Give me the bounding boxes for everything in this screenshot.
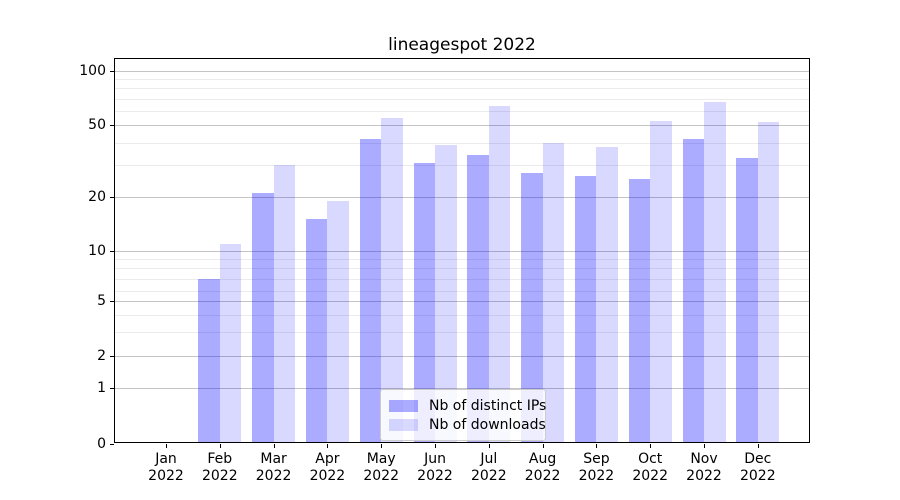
bar-downloads [650,120,672,444]
x-tick-label: Jun 2022 [417,450,453,484]
y-gridline-minor [114,331,810,333]
bar-distinct-ips [198,278,220,444]
x-tick-mark [219,443,221,448]
bar-distinct-ips [467,155,489,444]
y-tick-mark [110,356,114,357]
bar-downloads [435,144,457,444]
bar-distinct-ips [736,157,758,444]
bar-downloads [757,122,780,444]
bar-distinct-ips [521,173,543,444]
bar-downloads [542,142,565,444]
bar-distinct-ips [359,138,382,444]
x-tick-label: Dec 2022 [739,450,776,484]
bar-downloads [704,102,726,444]
x-tick-mark [273,443,275,448]
legend-label-distinct-ips: Nb of distinct IPs [429,397,547,414]
x-tick-mark [166,443,167,448]
y-tick-mark [110,388,114,390]
y-tick-mark [110,71,114,72]
y-gridline-major [114,356,810,357]
y-gridline-major [114,251,810,252]
x-tick-mark [488,443,490,448]
y-gridline-minor [114,290,810,292]
y-gridline-major [114,196,810,198]
y-tick-label: 0 [97,435,106,452]
y-tick-label: 5 [97,292,106,309]
x-tick-label: Sep 2022 [578,450,615,484]
x-tick-mark [596,443,598,448]
bar-distinct-ips [305,219,328,444]
legend-label-downloads: Nb of downloads [429,416,546,433]
x-tick-mark [650,443,652,448]
y-gridline-minor [114,268,810,270]
bar-distinct-ips [574,176,597,444]
x-tick-label: Aug 2022 [524,450,561,484]
legend-row-downloads: Nb of downloads [389,415,546,434]
y-gridline-minor [114,110,810,112]
y-tick-label: 100 [79,63,106,79]
chart-title: lineagespot 2022 [388,35,536,55]
bar-downloads [327,200,349,444]
x-tick-label: Feb 2022 [201,450,238,484]
y-gridline-minor [114,278,810,280]
y-tick-label: 1 [97,380,106,397]
y-tick-mark [110,443,114,445]
x-tick-label: Mar 2022 [255,450,292,484]
y-gridline-major [114,71,810,72]
y-gridline-minor [114,315,810,316]
y-gridline-minor [114,142,810,144]
bar-distinct-ips [252,193,274,444]
y-tick-label: 2 [97,348,106,364]
x-tick-label: Oct 2022 [632,450,668,484]
legend-swatch-distinct-ips [389,399,418,412]
bar-downloads [381,117,403,444]
y-tick-mark [110,196,114,198]
y-gridline-major [114,125,810,127]
x-tick-mark [435,443,436,448]
bar-downloads [488,105,511,444]
plot-area: Nb of distinct IPs Nb of downloads [114,58,810,444]
bar-downloads [273,165,296,444]
bar-downloads [596,146,618,444]
y-tick-mark [110,251,114,252]
x-tick-mark [381,443,383,448]
x-tick-label: May 2022 [363,450,399,484]
y-gridline-minor [114,165,810,167]
y-gridline-major [114,388,810,390]
x-tick-mark [542,443,544,448]
y-tick-mark [110,125,114,127]
x-tick-mark [704,443,705,448]
legend-row-distinct-ips: Nb of distinct IPs [389,396,546,415]
y-tick-label: 20 [88,188,106,205]
x-tick-mark [327,443,329,448]
x-tick-label: Nov 2022 [686,450,722,484]
bar-distinct-ips [413,162,435,444]
x-tick-mark [757,443,759,448]
legend-swatch-downloads [389,418,418,431]
y-tick-label: 50 [88,117,106,134]
y-tick-label: 10 [88,243,106,259]
bar-distinct-ips [628,179,651,444]
bar-distinct-ips [682,138,704,444]
y-tick-mark [110,300,114,302]
legend: Nb of distinct IPs Nb of downloads [380,389,546,441]
x-tick-label: Apr 2022 [309,450,346,484]
y-gridline-minor [114,259,810,261]
y-gridline-major [114,300,810,302]
y-gridline-minor [114,88,810,90]
bar-downloads [219,243,242,444]
x-tick-label: Jul 2022 [470,450,507,484]
y-gridline-minor [114,98,810,100]
x-tick-label: Jan 2022 [148,450,184,484]
y-gridline-minor [114,79,810,81]
